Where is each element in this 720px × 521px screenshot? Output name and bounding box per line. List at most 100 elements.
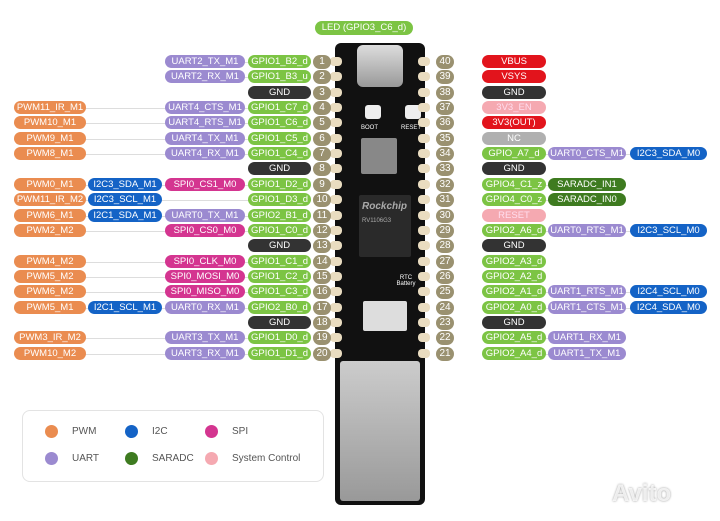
legend-swatch: [45, 452, 58, 465]
pin-pad: [330, 72, 342, 82]
pin-number: 31: [436, 193, 454, 208]
pin-pad: [330, 87, 342, 97]
legend: PWM I2C SPI UART SARADC System Control: [22, 410, 324, 482]
pin-function-gpio: GPIO2_A5_d: [482, 331, 546, 345]
pin-function-pwm: PWM10_M2: [14, 346, 86, 360]
pin-function-spi: SPI0_CLK_M0: [165, 254, 245, 268]
connector-line: [14, 307, 311, 309]
legend-swatch: [125, 452, 138, 465]
legend-item-sys: System Control: [205, 452, 300, 465]
legend-item-pwm: PWM: [45, 425, 96, 438]
connector-line: [14, 108, 311, 110]
pin-number: 19: [313, 331, 331, 346]
pin-function-uart: UART0_CTS_M1: [548, 147, 626, 161]
led-label: LED (GPIO3_C6_d): [315, 21, 413, 35]
pin-number: 3: [313, 85, 331, 100]
pin-pad: [418, 256, 430, 266]
pin-function-nc: NC: [482, 131, 546, 145]
connector-line: [14, 123, 311, 125]
pin-pad: [330, 348, 342, 358]
pin-function-sys: 3V3_EN: [482, 101, 546, 115]
connector-line: [14, 276, 311, 278]
pin-number: 27: [436, 254, 454, 269]
pin-number: 24: [436, 300, 454, 315]
pin-function-uart: UART4_RX_M1: [165, 147, 245, 161]
pin-function-i2c: I2C1_SCL_M1: [88, 300, 162, 314]
pin-pad: [418, 179, 430, 189]
pin-number: 12: [313, 223, 331, 238]
pin-function-gpio: GPIO1_C2_d: [248, 269, 311, 283]
pin-number: 9: [313, 177, 331, 192]
pin-function-gpio: GPIO_A7_d: [482, 147, 546, 161]
pin-function-pwm: PWM4_M2: [14, 254, 86, 268]
pin-number: 15: [313, 269, 331, 284]
legend-item-i2c: I2C: [125, 425, 168, 438]
chip-brand: Rockchip: [362, 201, 408, 212]
pin-function-gpio: GPIO1_D3_d: [248, 193, 311, 207]
pin-function-gpio: GPIO1_B3_u: [248, 70, 311, 84]
pin-pad: [418, 164, 430, 174]
pin-function-gpio: GPIO2_A3_d: [482, 254, 546, 268]
pin-number: 36: [436, 116, 454, 131]
pin-function-uart: UART3_RX_M1: [165, 346, 245, 360]
connector-line: [14, 261, 311, 263]
pin-pad: [418, 241, 430, 251]
pin-function-gpio: GPIO2_B0_d: [248, 300, 311, 314]
legend-label: SARADC: [152, 453, 194, 465]
legend-item-uart: UART: [45, 452, 99, 465]
pin-function-gpio: GPIO1_D1_d: [248, 346, 311, 360]
pin-number: 10: [313, 193, 331, 208]
pin-function-uart: UART2_RX_M1: [165, 70, 245, 84]
pin-pad: [418, 118, 430, 128]
legend-swatch: [125, 425, 138, 438]
pin-function-uart: UART0_RTS_M1: [548, 223, 626, 237]
pin-function-pwm: PWM11_IR_M1: [14, 101, 86, 115]
connector-line: [14, 184, 311, 186]
pin-function-gpio: GPIO4_C1_z: [482, 177, 546, 191]
pin-pad: [330, 302, 342, 312]
pin-pad: [330, 164, 342, 174]
pin-pad: [418, 57, 430, 66]
legend-swatch: [205, 452, 218, 465]
legend-swatch: [45, 425, 58, 438]
pin-function-uart: UART1_CTS_M1: [548, 300, 626, 314]
pin-number: 28: [436, 239, 454, 254]
pin-function-i2c: I2C4_SCL_M0: [630, 285, 707, 299]
pin-pad: [418, 225, 430, 235]
pin-function-power: 3V3(OUT): [482, 116, 546, 130]
pin-number: 1: [313, 55, 331, 69]
pin-pad: [418, 287, 430, 297]
pin-function-power: VBUS: [482, 55, 546, 68]
pin-function-i2c: I2C3_SCL_M0: [630, 223, 707, 237]
pin-function-spi: SPI0_MOSI_M0: [165, 269, 245, 283]
pin-function-i2c: I2C3_SCL_M1: [88, 193, 162, 207]
pin-pad: [330, 271, 342, 281]
pin-function-gpio: GPIO1_C0_d: [248, 223, 311, 237]
pin-number: 20: [313, 346, 331, 361]
chip-model: RV1106G3: [362, 218, 392, 224]
pin-function-gnd: GND: [482, 315, 546, 329]
pin-number: 4: [313, 101, 331, 116]
pin-function-gpio: GPIO4_C0_z: [482, 193, 546, 207]
pin-function-pwm: PWM5_M1: [14, 300, 86, 314]
connector-line: [14, 154, 311, 156]
pin-number: 14: [313, 254, 331, 269]
pin-function-uart: UART1_RTS_M1: [548, 285, 626, 299]
pin-function-uart: UART2_TX_M1: [165, 55, 245, 68]
pin-function-power: VSYS: [482, 70, 546, 84]
boot-label: BOOT: [361, 125, 379, 131]
pin-number: 11: [313, 208, 331, 223]
pin-function-saradc: SARADC_IN0: [548, 193, 626, 207]
rtc-label: RTC Battery: [396, 275, 416, 287]
pin-number: 8: [313, 162, 331, 177]
pin-pad: [330, 241, 342, 251]
pin-number: 17: [313, 300, 331, 315]
pin-pad: [418, 210, 430, 220]
pin-number: 37: [436, 101, 454, 116]
pin-function-gpio: GPIO2_A4_d: [482, 346, 546, 360]
pin-pad: [330, 57, 342, 66]
pin-function-pwm: PWM3_IR_M2: [14, 331, 86, 345]
pin-pad: [418, 302, 430, 312]
pin-function-uart: UART1_RX_M1: [548, 331, 626, 345]
pin-function-gpio: GPIO1_D2_d: [248, 177, 311, 191]
